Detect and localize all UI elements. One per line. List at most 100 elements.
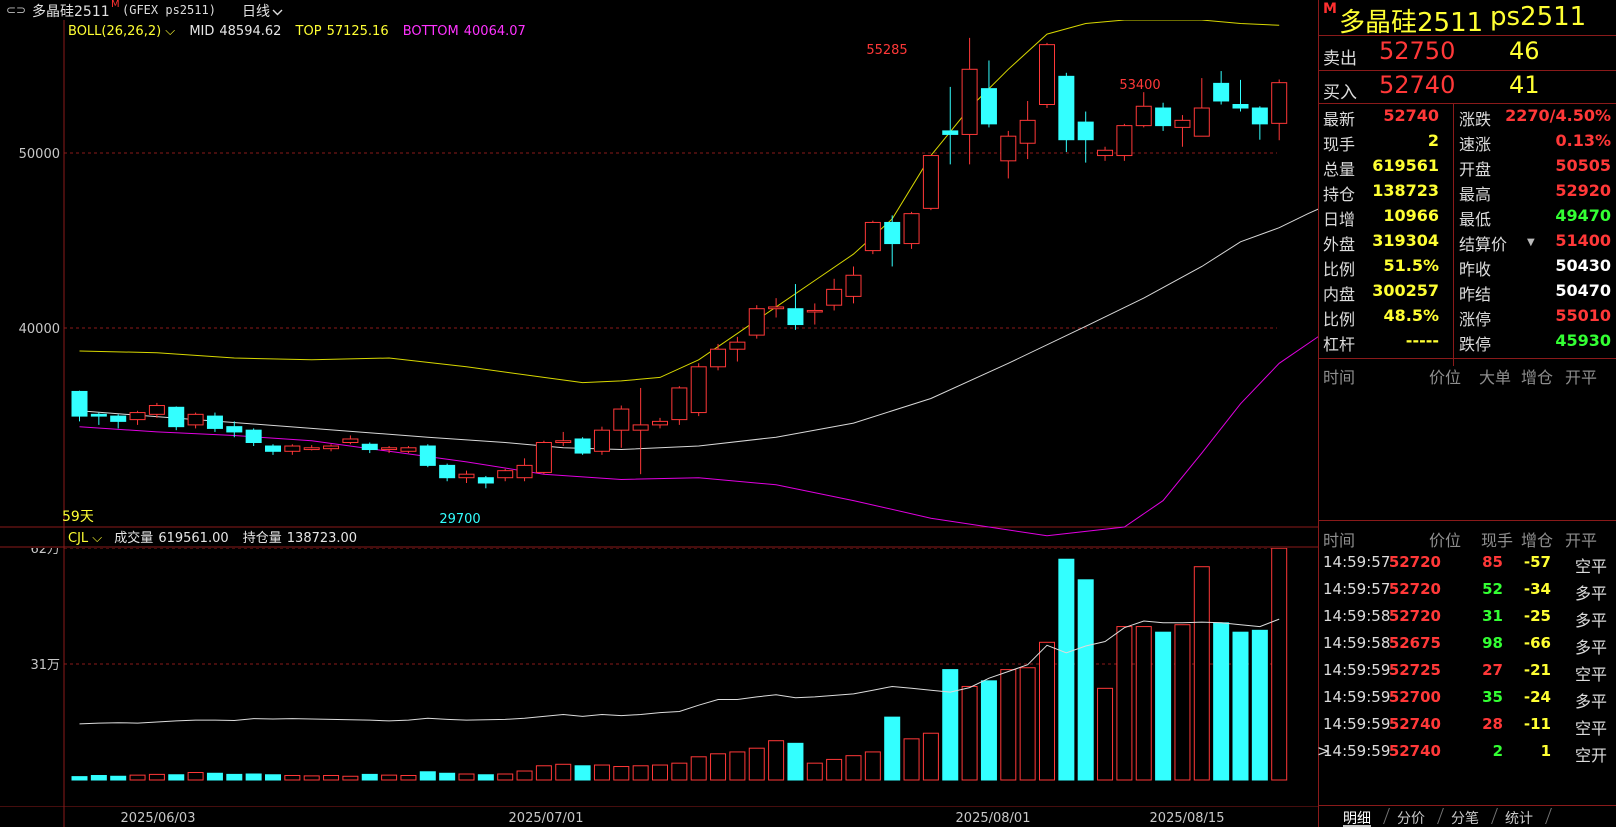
panel-contract-name: 多晶硅2511 (1339, 8, 1484, 38)
quote-label: 现手 (1323, 135, 1356, 154)
quote-row: 内盘 300257 昨结 50470 (1319, 279, 1616, 304)
vol-tick-62: 62万 (30, 548, 60, 557)
vol-label: 成交量 (114, 530, 153, 546)
volume-bar (1155, 631, 1172, 781)
candle-body (1271, 82, 1288, 124)
tick-row[interactable]: 14:59:59 52740 28 -11 空平 (1319, 711, 1616, 738)
quote-label: 比例 (1323, 310, 1356, 329)
volume-bar (980, 680, 997, 781)
cjl-label: CJL (68, 531, 89, 546)
candles (71, 37, 1288, 489)
tick-price: 52720 (1388, 607, 1441, 625)
volume-bar (922, 732, 939, 781)
tab-price-dist[interactable]: 分价 (1397, 811, 1425, 827)
ask-row[interactable]: 卖出 52750 46 (1319, 37, 1616, 71)
candle-body (1058, 75, 1075, 141)
candle-body (71, 390, 88, 417)
quote-label: 总量 (1323, 160, 1356, 179)
quote-separator (1319, 103, 1616, 104)
candle (226, 421, 243, 438)
oi-label: 持仓量 (243, 531, 282, 546)
candle-body (323, 445, 340, 450)
current-row-marker: > (1317, 742, 1330, 760)
quote-label: 最新 (1323, 110, 1356, 129)
volume-bar (535, 765, 552, 781)
tick-row[interactable]: 14:59:58 52720 31 -25 多平 (1319, 603, 1616, 630)
volume-bar (1193, 566, 1210, 781)
tick-row[interactable]: 14:59:58 52675 98 -66 多平 (1319, 630, 1616, 657)
candle-body (245, 429, 262, 444)
open-interest-line (79, 618, 1280, 725)
boll-label: BOLL(26,26,2) (68, 24, 161, 39)
candle-body (284, 445, 301, 452)
candle-body (942, 130, 959, 135)
tick-oi-change: -66 (1523, 634, 1551, 652)
candle (690, 363, 707, 417)
candle-body (806, 309, 823, 313)
candle-body (1251, 107, 1268, 125)
period-selector[interactable]: 日线 (242, 1, 283, 21)
tick-type: 空平 (1574, 719, 1607, 738)
quote-value: 55010 (1555, 306, 1611, 325)
y-tick-50000: 50000 (19, 147, 60, 162)
period-label: 日线 (242, 4, 270, 20)
boll-mid-line (79, 208, 1318, 451)
candle-body (826, 288, 843, 306)
quote-row: 持仓 138723 最高 52920 (1319, 179, 1616, 204)
bid-label: 买入 (1323, 83, 1357, 103)
volume-bar (187, 772, 204, 781)
tick-row[interactable]: 14:59:59 52700 35 -24 多平 (1319, 684, 1616, 711)
candle (284, 444, 301, 455)
vol-tick-31: 31万 (30, 658, 60, 673)
volume-bar (1251, 629, 1268, 781)
tick-row[interactable]: 14:59:57 52720 85 -57 空平 (1319, 549, 1616, 576)
candle-body (574, 438, 591, 454)
volume-bar (381, 774, 398, 781)
price-chart[interactable]: 50000 40000 BOLL(26,26,2) ⌵ MID 48594.62 … (0, 20, 1318, 548)
volume-bar (1213, 622, 1230, 781)
tick-qty: 27 (1482, 661, 1503, 679)
big-col-oi: 增仓 (1521, 368, 1554, 387)
ticks-separator (1319, 520, 1616, 521)
settle-dropdown-icon[interactable]: ▼ (1527, 237, 1535, 248)
tick-time: 14:59:59 (1323, 661, 1391, 679)
tab-detail[interactable]: 明细 (1343, 806, 1371, 827)
candle-body (729, 341, 746, 350)
book-separator (1319, 70, 1616, 71)
volume-chart[interactable]: 62万 31万 (0, 548, 1318, 806)
candle (768, 298, 785, 318)
tab-stats[interactable]: 统计 (1505, 811, 1533, 827)
candle (110, 414, 127, 429)
candle (826, 278, 843, 311)
tick-row[interactable]: >14:59:59 52740 2 1 空开 (1317, 738, 1616, 765)
tick-type: 多平 (1574, 692, 1607, 711)
candle-body (787, 308, 804, 326)
candle-body (1019, 119, 1036, 144)
ask-volume: 46 (1509, 37, 1540, 65)
tick-row[interactable]: 14:59:57 52720 52 -34 多平 (1319, 576, 1616, 603)
x-tick-0801: 2025/08/01 (956, 811, 1031, 826)
candle (632, 387, 649, 475)
candle-body (342, 438, 359, 443)
boll-dropdown-icon: ⌵ (161, 24, 175, 39)
volume-bar (458, 773, 475, 781)
tick-qty: 2 (1492, 742, 1503, 760)
volume-bar (806, 762, 823, 781)
tick-row[interactable]: 14:59:59 52725 27 -21 空平 (1319, 657, 1616, 684)
tab-ticks[interactable]: 分笔 (1451, 811, 1479, 827)
quote-value: 51400 (1555, 231, 1611, 250)
bid-row[interactable]: 买入 52740 41 (1319, 71, 1616, 105)
candle-body (690, 366, 707, 414)
candle-body (535, 442, 552, 473)
candle-body (593, 429, 610, 452)
high2-annotation: 53400 (1119, 78, 1160, 93)
link-icon[interactable]: ⊂⊃ (6, 3, 27, 17)
candle (245, 428, 262, 447)
tick-qty: 31 (1482, 607, 1503, 625)
bottom-value: 40064.07 (464, 24, 526, 39)
candle-body (845, 274, 862, 297)
tick-price: 52740 (1388, 742, 1441, 760)
quote-row: 最新 52740 涨跌 2270/4.50% (1319, 104, 1616, 129)
bid-volume: 41 (1509, 71, 1540, 99)
x-tick-0815: 2025/08/15 (1150, 811, 1225, 826)
